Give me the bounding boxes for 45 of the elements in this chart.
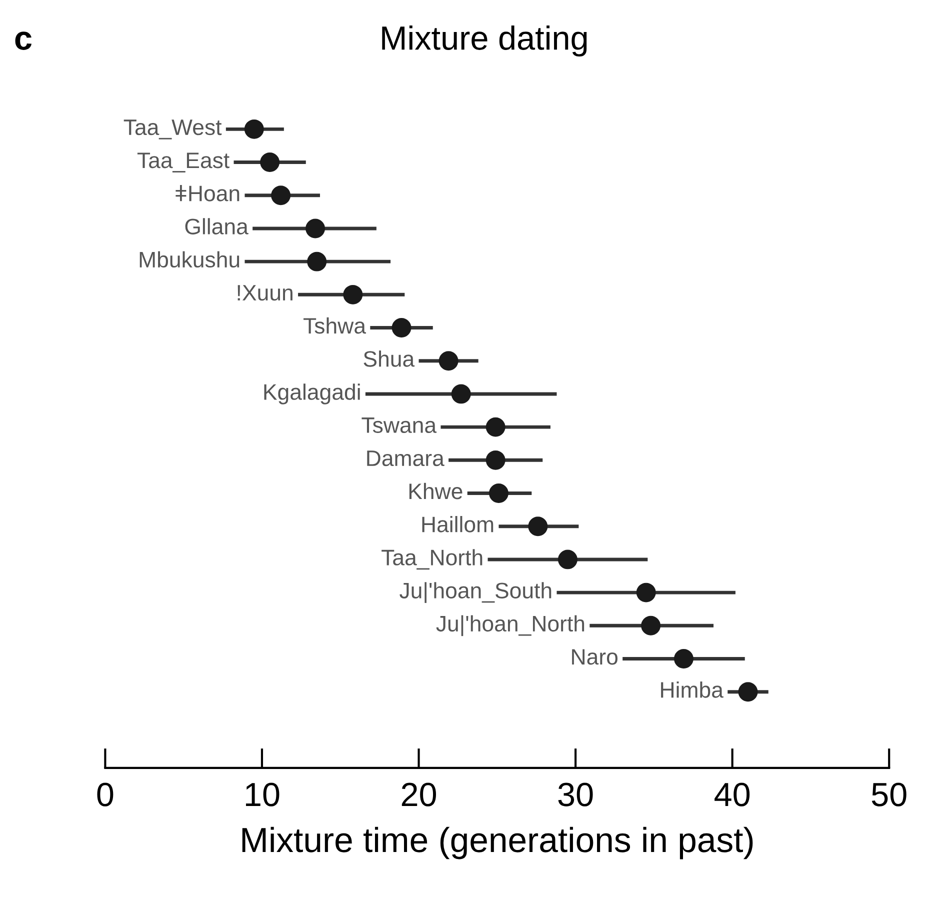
point	[260, 152, 280, 172]
y-tick-label: Naro	[572, 649, 618, 665]
y-tick-label: Ju|'hoan_North	[436, 615, 584, 636]
point	[307, 252, 327, 272]
point	[738, 682, 758, 702]
point	[528, 516, 548, 536]
point	[438, 351, 458, 371]
point	[271, 186, 291, 206]
point	[306, 218, 326, 238]
y-tick-label: Shua	[364, 350, 415, 367]
point	[558, 550, 578, 570]
y-tick-label: Kgalagadi	[264, 384, 360, 404]
point	[674, 649, 694, 668]
y-tick-label: Taa_North	[382, 549, 482, 570]
x-tick-label: 10	[246, 782, 280, 806]
point	[489, 484, 508, 503]
y-tick-label: Tswana	[362, 418, 437, 434]
y-tick-label: Taa_West	[124, 120, 222, 140]
x-tick-label: 0	[97, 782, 114, 806]
point	[636, 582, 656, 602]
y-tick-label: Tshwa	[304, 317, 366, 334]
y-tick-label: Khwe	[409, 482, 462, 500]
y-tick-label: Gllana	[185, 218, 248, 234]
y-tick-label: Mbukushu	[140, 251, 240, 268]
y-tick-label: Taa_East	[137, 152, 230, 172]
x-tick-label: 20	[402, 782, 436, 806]
y-tick-label: !Xuun	[238, 285, 292, 301]
y-tick-label: Damara	[367, 450, 444, 466]
y-tick-label: ǂHoan	[176, 185, 240, 202]
x-tick-label: 30	[558, 782, 593, 806]
point	[392, 318, 412, 338]
point	[343, 284, 363, 304]
point	[486, 450, 506, 470]
point	[451, 384, 471, 404]
x-axis-title: Mixture time (generations in past)	[242, 826, 753, 860]
text: c	[15, 32, 32, 50]
x-tick-label: 40	[714, 782, 750, 806]
y-tick-label: Haillom	[422, 516, 494, 532]
point	[486, 417, 506, 437]
point	[641, 616, 661, 636]
x-tick-label: 50	[872, 782, 906, 806]
chart-title: Mixture dating	[382, 25, 587, 57]
y-tick-label: Himba	[661, 681, 724, 698]
y-tick-label: Ju|'hoan_South	[400, 582, 552, 603]
point	[244, 119, 264, 139]
